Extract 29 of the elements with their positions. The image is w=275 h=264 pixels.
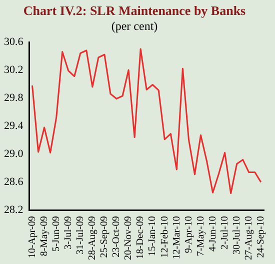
- x-tick-label: 23-Oct-09: [111, 216, 122, 258]
- y-tick-label: 30.6: [4, 36, 24, 48]
- y-tick-label: 28.6: [4, 176, 24, 188]
- x-tick-label: 28-Aug-09: [87, 216, 98, 260]
- x-tick-label: 24-Sep-10: [256, 216, 267, 258]
- x-tick-label: 12-Feb-10: [159, 216, 170, 258]
- x-tick-label: 4-Jun-10: [207, 216, 218, 252]
- x-tick-label: 8-May-09: [38, 216, 50, 256]
- x-tick-label: 27-Aug-10: [243, 216, 254, 260]
- y-tick-label: 29.8: [4, 92, 24, 104]
- y-tick-label: 29.4: [4, 120, 24, 132]
- x-tick-label: 25-Sep-09: [99, 216, 110, 258]
- x-tick-label: 20-Nov-09: [123, 216, 134, 260]
- x-tick-label: 2-Jul-10: [219, 216, 230, 250]
- chart-title: Chart IV.2: SLR Maintenance by Banks: [23, 3, 246, 18]
- x-tick-label: 30-Jul-10: [231, 216, 242, 254]
- x-tick-label: 3-Jul-09: [62, 216, 74, 250]
- y-tick-label: 30.2: [4, 64, 24, 76]
- x-tick-label: 18-Dec-09: [135, 216, 146, 259]
- x-tick-label: 12-Mar-10: [171, 216, 182, 260]
- y-tick-label: 28.2: [4, 204, 24, 216]
- chart-subtitle: (per cent): [111, 18, 158, 33]
- x-tick-label: 15-Jan-10: [147, 216, 158, 256]
- x-tick-label: 31-Jul-09: [75, 216, 86, 254]
- x-tick-label: 5-Jun-09: [50, 216, 62, 252]
- y-tick-label: 29.0: [4, 148, 24, 160]
- x-tick-label: 9-Apr-10: [183, 216, 194, 254]
- x-tick-label: 10-Apr-09: [26, 216, 38, 258]
- x-tick-label: 7-May-10: [195, 216, 206, 256]
